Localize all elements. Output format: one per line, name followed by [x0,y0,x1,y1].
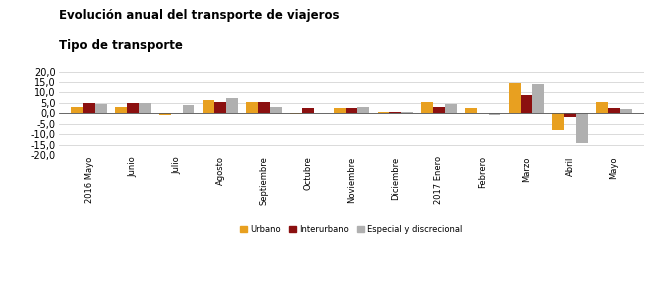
Bar [533,84,544,113]
Bar [159,113,171,115]
Bar [182,105,195,113]
Bar [445,104,457,113]
Text: Tipo de transporte: Tipo de transporte [59,39,182,52]
Legend: Urbano, Interurbano, Especial y discrecional: Urbano, Interurbano, Especial y discreci… [237,222,466,238]
Bar [608,108,620,113]
Bar [72,107,83,113]
Bar [596,102,608,113]
Bar [227,98,238,113]
Bar [83,103,95,113]
Bar [508,83,521,113]
Bar [214,103,227,113]
Bar [421,103,433,113]
Bar [521,95,533,113]
Bar [270,107,282,113]
Bar [378,112,389,113]
Bar [139,103,150,113]
Bar [258,102,270,113]
Bar [564,113,576,117]
Text: Evolución anual del transporte de viajeros: Evolución anual del transporte de viajer… [59,9,339,22]
Bar [290,113,302,114]
Bar [246,102,258,113]
Bar [389,112,401,113]
Bar [357,107,369,113]
Bar [489,113,501,115]
Bar [346,108,357,113]
Bar [553,113,564,130]
Bar [334,108,346,113]
Bar [433,107,445,113]
Bar [202,100,214,113]
Bar [576,113,588,144]
Bar [302,108,314,113]
Bar [115,107,127,113]
Bar [620,109,631,113]
Bar [401,111,413,113]
Bar [95,104,107,113]
Bar [465,108,477,113]
Bar [127,103,139,113]
